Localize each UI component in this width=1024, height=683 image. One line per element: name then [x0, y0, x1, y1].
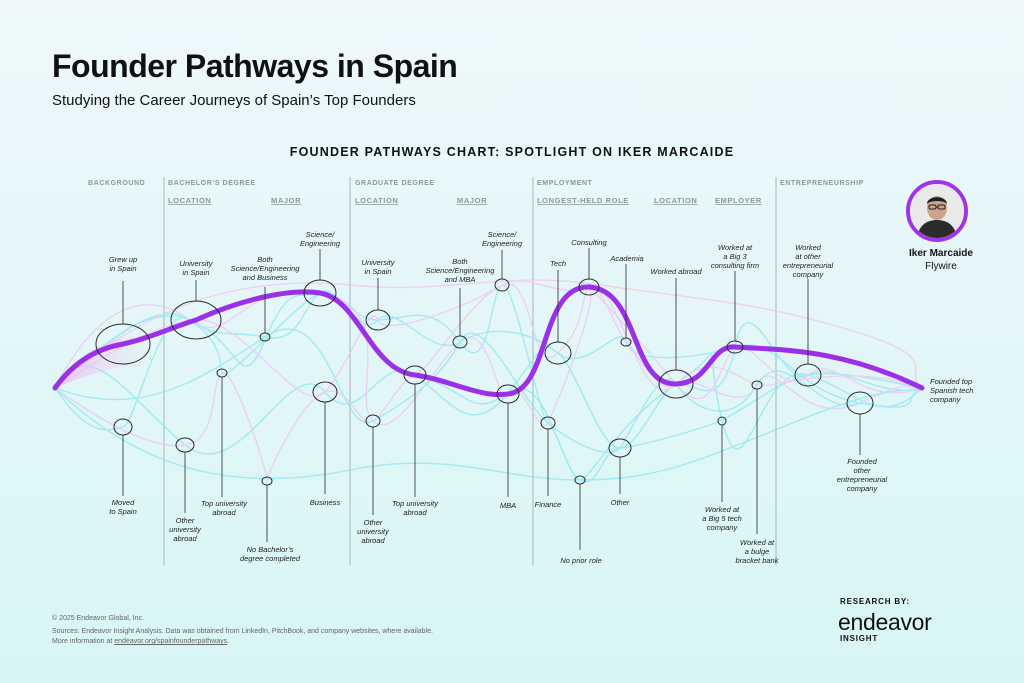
category-bachelors: BACHELOR'S DEGREE — [168, 180, 256, 187]
flow-line — [54, 328, 861, 453]
highlighted-path — [52, 284, 925, 398]
subcategory-employer: EMPLOYER — [715, 196, 762, 205]
label-big5: Worked at a Big 5 tech company — [702, 505, 742, 532]
sources-note: Sources: Endeavor Insight Analysis. Data… — [52, 628, 433, 635]
flow-line — [54, 282, 923, 482]
label-business: Business — [310, 498, 341, 507]
category-entrepreneurship: ENTREPRENEURSHIP — [780, 180, 864, 187]
column-dividers — [163, 177, 777, 565]
label-academia: Academia — [609, 254, 643, 263]
label-mba: MBA — [500, 501, 516, 510]
label-other-uni: Other university abroad — [169, 516, 202, 543]
spotlight-company: Flywire — [925, 261, 957, 272]
subcategory-major: MAJOR — [457, 196, 487, 205]
label-moved: Moved to Spain — [109, 498, 137, 516]
label-founded-top: Founded top Spanish tech company — [930, 377, 973, 404]
label-grad-uni-spain: University in Spain — [362, 258, 396, 276]
label-bulge: Worked at a bulge bracket bank — [736, 538, 780, 565]
flow-line — [54, 284, 923, 481]
more-info-prefix: More information at — [52, 638, 115, 645]
label-no-prior: No prior role — [560, 556, 601, 565]
spotlight-name: Iker Marcaide — [909, 248, 973, 259]
label-other-ent: Worked at other entrepreneurial company — [783, 243, 834, 279]
flow-line — [54, 387, 923, 481]
subcategory-major: MAJOR — [271, 196, 301, 205]
endeavor-logo: endeavor — [838, 609, 932, 635]
label-other: Other — [611, 498, 630, 507]
label-no-bach: No Bachelor’s degree completed — [240, 545, 301, 563]
more-info-link[interactable]: endeavor.org/spainfounderpathways — [114, 638, 228, 645]
label-founded-other: Founded other entrepreneurial company — [837, 457, 888, 493]
flow-line — [54, 291, 923, 431]
label-big3: Worked at a Big 3 consulting firm — [711, 243, 759, 270]
endeavor-insight-label: INSIGHT — [840, 634, 879, 643]
subcategory-longest-role: LONGEST-HELD ROLE — [537, 196, 629, 205]
label-top-uni: Top university abroad — [201, 499, 248, 517]
flow-line — [54, 290, 923, 483]
flow-line — [54, 280, 923, 398]
label-tech: Tech — [550, 259, 566, 268]
label-both-sci-bus: Both Science/Engineering and Business — [231, 255, 301, 282]
background-flows — [54, 279, 923, 483]
label-worked-abroad: Worked abroad — [650, 267, 702, 276]
subcategory-location: LOCATION — [355, 196, 398, 205]
flow-line — [54, 284, 923, 427]
label-sci-eng-2: Science/Engineering — [482, 230, 523, 248]
research-by-label: RESEARCH BY: — [840, 597, 910, 606]
subcategory-location: LOCATION — [654, 196, 697, 205]
nodes — [95, 278, 874, 486]
category-background: BACKGROUND — [88, 180, 145, 187]
label-uni-spain: University in Spain — [180, 259, 214, 277]
page-title: Founder Pathways in Spain — [52, 48, 458, 84]
flow-line — [54, 279, 923, 389]
avatar — [906, 180, 968, 242]
category-employment: EMPLOYMENT — [537, 180, 593, 187]
label-finance: Finance — [535, 500, 562, 509]
label-sci-eng-1: Science/Engineering — [300, 230, 341, 248]
label-grad-other-uni: Other university abroad — [357, 518, 390, 545]
chart-title: FOUNDER PATHWAYS CHART: SPOTLIGHT ON IKE… — [289, 145, 735, 159]
flow-line — [54, 322, 923, 455]
category-graduate: GRADUATE DEGREE — [355, 180, 435, 187]
page-subtitle: Studying the Career Journeys of Spain’s … — [52, 92, 416, 109]
more-info-suffix: . — [227, 638, 230, 645]
person-portrait-icon — [910, 184, 964, 238]
leader-lines — [122, 248, 861, 550]
label-grew-up: Grew up in Spain — [109, 255, 137, 273]
node-labels: Grew up in Spain Moved to Spain University… — [109, 230, 974, 565]
subcategory-location: LOCATION — [168, 196, 211, 205]
flow-band — [55, 335, 150, 388]
label-grad-top-uni: Top university abroad — [392, 499, 439, 517]
copyright: © 2025 Endeavor Global, Inc. — [52, 615, 144, 622]
more-info: More information at endeavor.org/spainfo… — [52, 638, 229, 645]
label-both-sci-mba: Both Science/Engineering and MBA — [426, 257, 496, 284]
label-consulting: Consulting — [571, 238, 607, 247]
